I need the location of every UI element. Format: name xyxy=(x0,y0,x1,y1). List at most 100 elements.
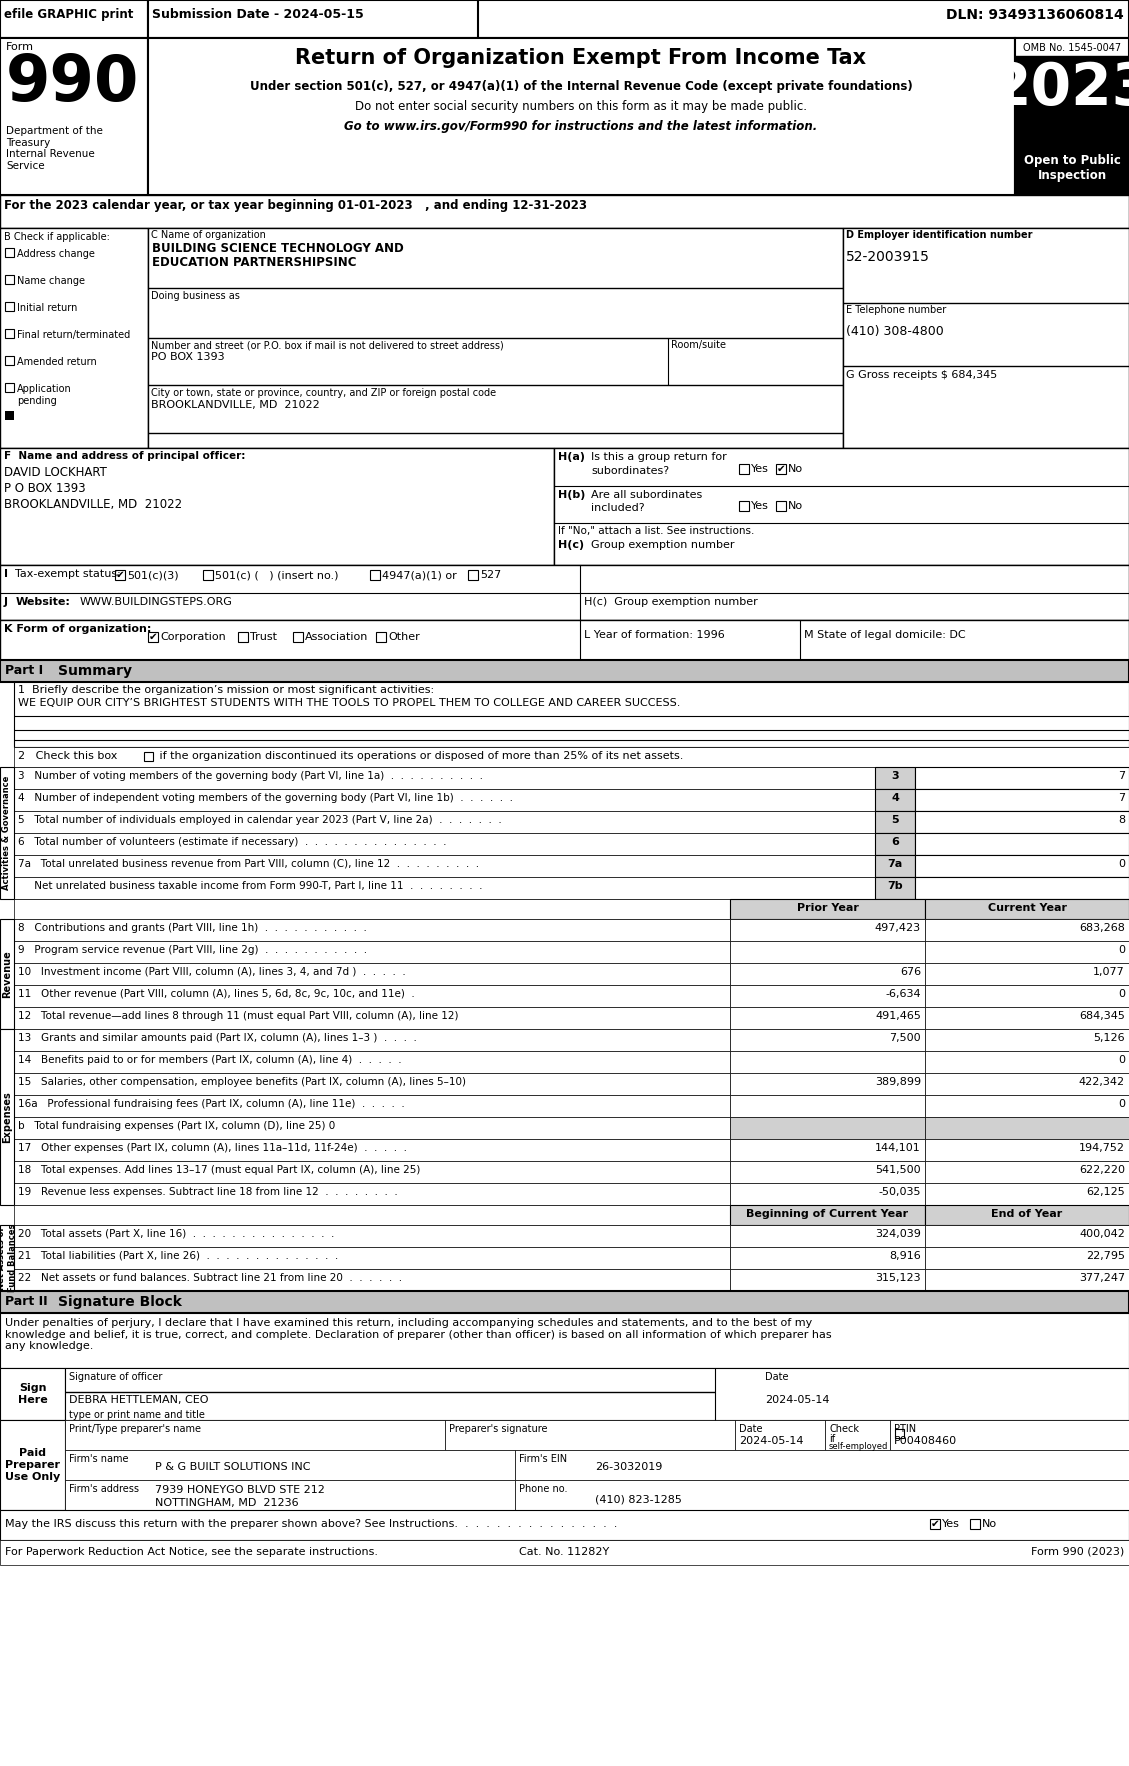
Bar xyxy=(5,247,14,258)
Text: May the IRS discuss this return with the preparer shown above? See Instructions.: May the IRS discuss this return with the… xyxy=(5,1519,618,1529)
Bar xyxy=(1015,152,1129,194)
Bar xyxy=(14,878,875,899)
Text: 5,126: 5,126 xyxy=(1093,1033,1124,1044)
Text: 18   Total expenses. Add lines 13–17 (must equal Part IX, column (A), line 25): 18 Total expenses. Add lines 13–17 (must… xyxy=(18,1166,420,1174)
Bar xyxy=(730,1051,925,1074)
Text: Firm's address: Firm's address xyxy=(69,1483,139,1494)
Text: L Year of formation: 1996: L Year of formation: 1996 xyxy=(584,630,725,639)
Text: 20   Total assets (Part X, line 16)  .  .  .  .  .  .  .  .  .  .  .  .  .  .  .: 20 Total assets (Part X, line 16) . . . … xyxy=(18,1229,334,1240)
Text: 8,916: 8,916 xyxy=(890,1250,921,1261)
Text: Check: Check xyxy=(829,1423,859,1434)
Bar xyxy=(925,1139,1129,1160)
Text: BUILDING SCIENCE TECHNOLOGY AND: BUILDING SCIENCE TECHNOLOGY AND xyxy=(152,242,404,254)
Bar xyxy=(925,1270,1129,1291)
Text: Net unrelated business taxable income from Form 990-T, Part I, line 11  .  .  . : Net unrelated business taxable income fr… xyxy=(18,881,482,892)
Bar xyxy=(730,899,925,918)
Bar xyxy=(145,752,154,761)
Bar xyxy=(914,834,1129,855)
Text: End of Year: End of Year xyxy=(991,1210,1062,1219)
Text: Address change: Address change xyxy=(17,249,95,260)
Bar xyxy=(970,1519,980,1529)
Bar xyxy=(14,1051,730,1074)
Text: Submission Date - 2024-05-15: Submission Date - 2024-05-15 xyxy=(152,9,364,21)
Text: B Check if applicable:: B Check if applicable: xyxy=(5,231,110,242)
Text: 3   Number of voting members of the governing body (Part VI, line 1a)  .  .  .  : 3 Number of voting members of the govern… xyxy=(18,772,483,781)
Bar xyxy=(0,0,1129,39)
Text: D Employer identification number: D Employer identification number xyxy=(846,230,1033,240)
Text: 15   Salaries, other compensation, employee benefits (Part IX, column (A), lines: 15 Salaries, other compensation, employe… xyxy=(18,1077,466,1088)
Text: G Gross receipts $ 684,345: G Gross receipts $ 684,345 xyxy=(846,371,997,380)
Bar xyxy=(469,570,478,579)
Text: Do not enter social security numbers on this form as it may be made public.: Do not enter social security numbers on … xyxy=(355,101,807,113)
Text: 622,220: 622,220 xyxy=(1079,1166,1124,1174)
Bar xyxy=(515,1450,1129,1480)
Bar xyxy=(14,1226,730,1247)
Text: 194,752: 194,752 xyxy=(1079,1143,1124,1153)
Bar xyxy=(14,789,875,811)
Text: Sign
Here: Sign Here xyxy=(18,1383,47,1404)
Bar xyxy=(875,766,914,789)
Text: Group exemption number: Group exemption number xyxy=(590,540,735,549)
Text: Tax-exempt status:: Tax-exempt status: xyxy=(15,569,121,579)
Text: 9   Program service revenue (Part VIII, line 2g)  .  .  .  .  .  .  .  .  .  .  : 9 Program service revenue (Part VIII, li… xyxy=(18,945,367,955)
Text: Amended return: Amended return xyxy=(17,357,97,367)
Bar xyxy=(925,1118,1129,1139)
Text: 10   Investment income (Part VIII, column (A), lines 3, 4, and 7d )  .  .  .  . : 10 Investment income (Part VIII, column … xyxy=(18,968,405,977)
Bar xyxy=(0,1369,65,1420)
Bar xyxy=(930,1519,940,1529)
Bar xyxy=(875,789,914,811)
Text: No: No xyxy=(982,1519,997,1529)
Text: 0: 0 xyxy=(1118,989,1124,1000)
Text: BROOKLANDVILLE, MD  21022: BROOKLANDVILLE, MD 21022 xyxy=(151,401,320,410)
Text: Prior Year: Prior Year xyxy=(797,902,858,913)
Text: if: if xyxy=(829,1434,835,1445)
Text: DLN: 93493136060814: DLN: 93493136060814 xyxy=(946,9,1124,21)
Text: Yes: Yes xyxy=(751,464,769,473)
Bar xyxy=(14,941,730,962)
Bar xyxy=(14,1247,730,1270)
Text: 26-3032019: 26-3032019 xyxy=(595,1462,663,1473)
Bar xyxy=(14,1074,730,1095)
Text: 4   Number of independent voting members of the governing body (Part VI, line 1b: 4 Number of independent voting members o… xyxy=(18,793,513,804)
Bar xyxy=(925,1226,1129,1247)
Text: Current Year: Current Year xyxy=(988,902,1067,913)
Bar xyxy=(875,834,914,855)
Bar xyxy=(0,565,1129,620)
Text: 7b: 7b xyxy=(887,881,903,892)
Bar xyxy=(1015,39,1129,194)
Text: 6: 6 xyxy=(891,837,899,848)
Text: H(c): H(c) xyxy=(558,540,584,549)
Text: 497,423: 497,423 xyxy=(875,924,921,932)
Text: 5   Total number of individuals employed in calendar year 2023 (Part V, line 2a): 5 Total number of individuals employed i… xyxy=(18,814,501,825)
Bar xyxy=(14,962,730,985)
Text: 676: 676 xyxy=(900,968,921,977)
Bar xyxy=(730,1074,925,1095)
Bar xyxy=(5,328,14,337)
Bar xyxy=(5,302,14,311)
Text: 22,795: 22,795 xyxy=(1086,1250,1124,1261)
Text: Department of the
Treasury
Internal Revenue
Service: Department of the Treasury Internal Reve… xyxy=(6,125,103,171)
Text: Application
pending: Application pending xyxy=(17,383,72,406)
Text: If "No," attach a list. See instructions.: If "No," attach a list. See instructions… xyxy=(558,526,754,537)
Text: 16a   Professional fundraising fees (Part IX, column (A), line 11e)  .  .  .  . : 16a Professional fundraising fees (Part … xyxy=(18,1098,405,1109)
Text: 2023: 2023 xyxy=(991,60,1129,117)
Text: 3: 3 xyxy=(891,772,899,781)
Text: Paid
Preparer
Use Only: Paid Preparer Use Only xyxy=(5,1448,60,1482)
Text: Cat. No. 11282Y: Cat. No. 11282Y xyxy=(519,1547,610,1558)
Text: included?: included? xyxy=(590,503,645,512)
Text: Net Assets or
Fund Balances: Net Assets or Fund Balances xyxy=(0,1224,17,1293)
Text: E Telephone number: E Telephone number xyxy=(846,306,946,314)
Bar xyxy=(925,1007,1129,1030)
Bar xyxy=(14,1095,730,1118)
Text: 11   Other revenue (Part VIII, column (A), lines 5, 6d, 8c, 9c, 10c, and 11e)  .: 11 Other revenue (Part VIII, column (A),… xyxy=(18,989,414,1000)
Text: H(b): H(b) xyxy=(558,489,585,500)
Text: 19   Revenue less expenses. Subtract line 18 from line 12  .  .  .  .  .  .  .  : 19 Revenue less expenses. Subtract line … xyxy=(18,1187,397,1197)
Text: type or print name and title: type or print name and title xyxy=(69,1409,204,1420)
Bar xyxy=(730,1247,925,1270)
Text: Room/suite: Room/suite xyxy=(671,341,726,350)
Text: 684,345: 684,345 xyxy=(1079,1010,1124,1021)
Bar xyxy=(825,1420,890,1450)
Text: Final return/terminated: Final return/terminated xyxy=(17,330,130,341)
Bar xyxy=(65,1369,1129,1420)
Text: Go to www.irs.gov/Form990 for instructions and the latest information.: Go to www.irs.gov/Form990 for instructio… xyxy=(344,120,817,132)
